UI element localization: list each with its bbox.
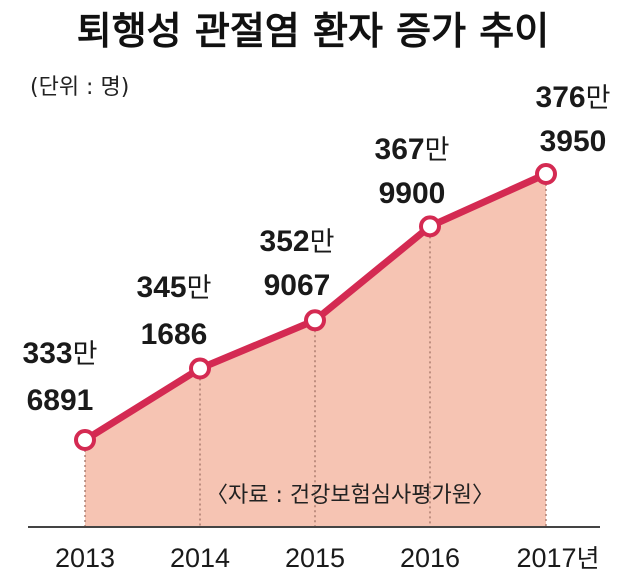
chart-title: 퇴행성 관절염 환자 증가 추이 [77,9,549,53]
data-label-bottom-2014: 1686 [141,318,208,351]
data-point-2015 [304,309,326,332]
x-tick-2016: 2016 [400,543,460,573]
x-tick-2013: 2013 [55,543,115,573]
x-tick-2015: 2015 [285,543,345,573]
unit-label: (단위 : 명) [30,75,129,100]
x-tick-2017: 2017년 [516,543,599,573]
plot-area: 333만 6891 345만 1686 352만 9067 367만 9900 376만 3950… [23,81,611,573]
data-label-top-2015: 352만 [260,225,335,258]
data-label-top-2016: 367만 [375,133,450,166]
source-label: 〈자료 : 건강보험심사평가원〉 [206,483,494,508]
data-point-2017 [535,163,557,185]
data-point-2016 [419,215,441,238]
data-point-2014 [189,357,211,380]
data-label-bottom-2013: 6891 [27,384,94,417]
data-label-top-2013: 333만 [23,337,98,370]
data-label-bottom-2016: 9900 [379,177,446,210]
data-label-top-2014: 345만 [137,271,212,304]
data-label-top-2017: 376만 [536,81,611,114]
x-tick-2014: 2014 [170,543,230,573]
data-label-bottom-2015: 9067 [264,269,331,302]
data-label-bottom-2017: 3950 [540,125,607,158]
data-point-2013 [74,429,96,451]
